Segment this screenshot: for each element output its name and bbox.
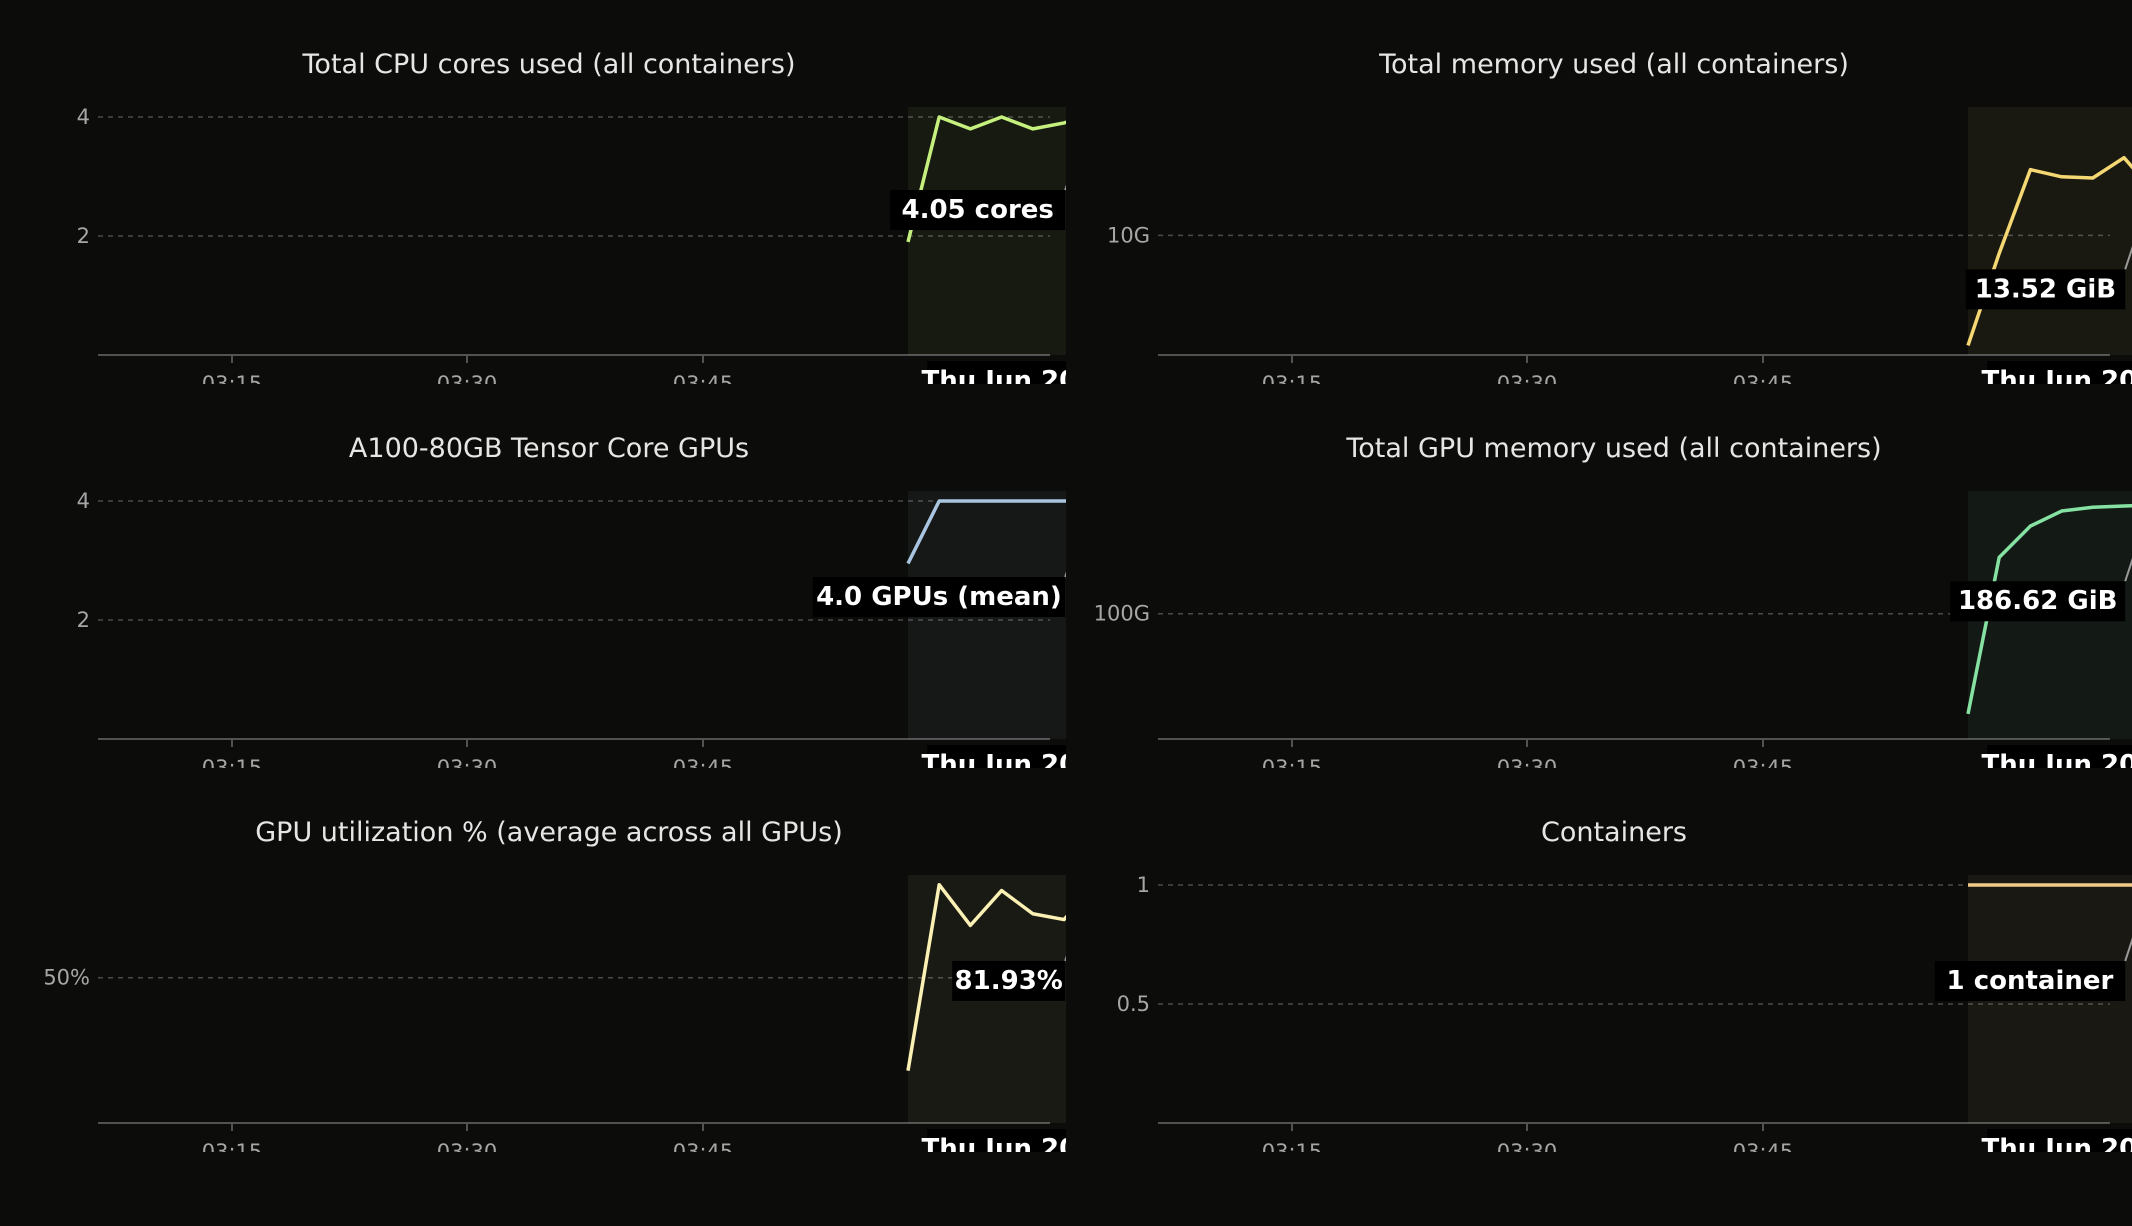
x-tick-label: 03:45 [1733,372,1794,384]
x-tick-label: 03:30 [437,756,498,768]
series-line [906,115,1066,243]
hover-leader-line [2124,557,2132,582]
chart-gpu-count[interactable]: A100-80GB Tensor Core GPUs 4 2 03:15 03:30 03… [0,384,1066,768]
x-tick-label: 03:30 [1497,756,1558,768]
data-window-shade [1968,107,2132,355]
x-tick-label: 03:30 [1497,372,1558,384]
x-tick-label: 03:30 [437,1140,498,1152]
hover-time-box [1987,1129,2132,1152]
series-line [906,499,1066,565]
hover-time-box [927,1129,1066,1152]
hover-leader-line [2124,937,2132,962]
x-tick-label: 03:15 [1262,756,1323,768]
hover-time-label: Thu Jun 20, 04:04 PM [921,366,1066,384]
hover-value-label: 4.0 GPUs (mean) [816,582,1062,612]
hover-value-label: 186.62 GiB [1958,586,2117,616]
chart-title: Total CPU cores used (all containers) [302,49,796,80]
x-tick-label: 03:15 [202,1140,263,1152]
series-line [1966,504,2132,715]
data-window-shade [908,107,1066,355]
x-tick-label: 03:45 [673,756,734,768]
hover-value-label: 1 container [1947,966,2114,996]
hover-value-label: 13.52 GiB [1975,274,2116,304]
hover-value-label: 81.93% [955,966,1063,996]
hover-value-box [812,577,1066,617]
x-tick-label: 03:45 [673,1140,734,1152]
series-line [906,882,1066,1071]
y-tick-label: 2 [77,608,90,632]
hover-value-box [1965,269,2126,310]
y-tick-label: 2 [77,224,90,248]
chart-title: Containers [1541,817,1687,848]
hover-time-box [1987,361,2132,384]
x-tick-label: 03:30 [1497,1140,1558,1152]
y-tick-label: 4 [77,489,90,513]
hover-time-box [1987,745,2132,768]
x-tick-label: 03:45 [1733,756,1794,768]
hover-time-label: Thu Jun 20, 04:04 PM [1981,750,2132,768]
hover-leader-line [2124,245,2132,270]
chart-gpu-utilization[interactable]: GPU utilization % (average across all GP… [0,768,1066,1152]
series-line [1966,155,2132,346]
hover-value-box [1950,581,2126,622]
chart-title: A100-80GB Tensor Core GPUs [349,433,749,464]
x-tick-label: 03:15 [202,372,263,384]
hover-time-label: Thu Jun 20, 04:04 PM [1981,366,2132,384]
hover-time-label: Thu Jun 20, 04:04 PM [1981,1134,2132,1152]
x-tick-label: 03:15 [1262,372,1323,384]
hover-value-label: 4.05 cores [901,195,1053,225]
hover-value-box [952,960,1066,1001]
x-tick-label: 03:45 [673,372,734,384]
x-tick-label: 03:15 [1262,1140,1323,1152]
x-tick-label: 03:30 [437,372,498,384]
chart-title: GPU utilization % (average across all GP… [255,817,843,848]
x-tick-label: 03:45 [1733,1140,1794,1152]
y-tick-label: 0.5 [1117,992,1150,1016]
y-tick-label: 50% [43,966,90,990]
chart-title: Total memory used (all containers) [1378,49,1849,80]
x-tick-label: 03:15 [202,756,263,768]
chart-gpu-memory[interactable]: Total GPU memory used (all containers) 10… [1066,384,2132,768]
hover-time-box [927,361,1066,384]
hover-value-box [1934,961,2126,1001]
y-tick-label: 1 [1137,873,1150,897]
chart-title: Total GPU memory used (all containers) [1345,433,1881,464]
hover-value-box [890,190,1066,231]
hover-time-box [927,745,1066,768]
hover-time-label: Thu Jun 20, 04:04 PM [921,1134,1066,1152]
chart-memory-used[interactable]: Total memory used (all containers) 10G 03:… [1066,0,2132,384]
chart-cpu-cores[interactable]: Total CPU cores used (all containers) 4 2 0… [0,0,1066,384]
hover-time-label: Thu Jun 20, 04:04 PM [921,750,1066,768]
chart-containers[interactable]: Containers 1 0.5 03:15 03:30 03:45 1 container… [1066,768,2132,1152]
y-tick-label: 100G [1094,602,1150,626]
y-tick-label: 4 [77,105,90,129]
y-tick-label: 10G [1107,223,1150,247]
